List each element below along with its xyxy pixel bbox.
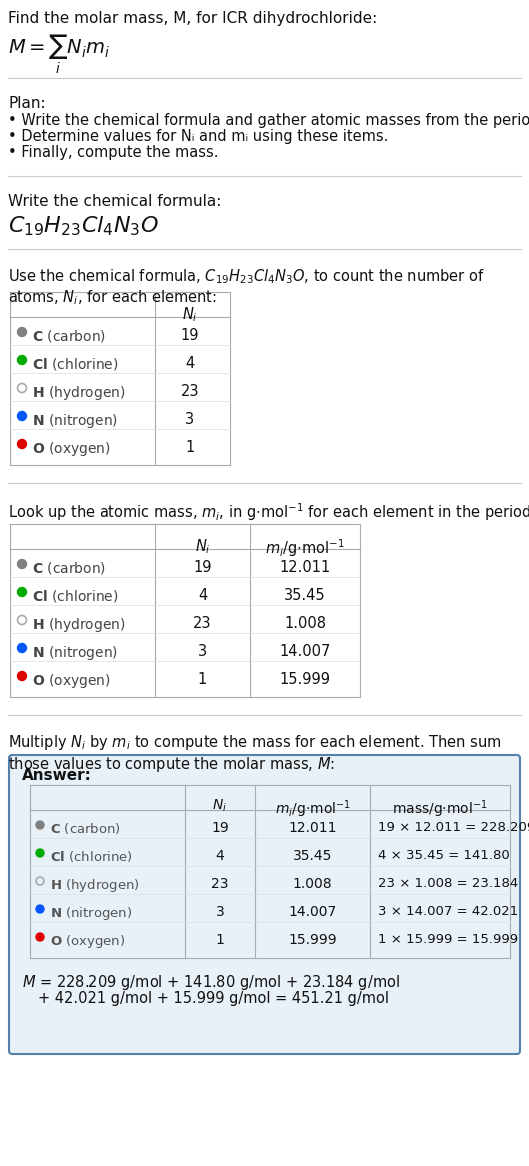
Text: $\bf{Cl}$ (chlorine): $\bf{Cl}$ (chlorine) <box>32 588 118 604</box>
Circle shape <box>17 412 26 421</box>
Circle shape <box>17 588 26 597</box>
Text: • Determine values for Nᵢ and mᵢ using these items.: • Determine values for Nᵢ and mᵢ using t… <box>8 129 388 143</box>
Text: Answer:: Answer: <box>22 768 92 784</box>
Text: $\bf{N}$ (nitrogen): $\bf{N}$ (nitrogen) <box>50 905 132 922</box>
Text: Look up the atomic mass, $m_i$, in g$\cdot$mol$^{-1}$ for each element in the pe: Look up the atomic mass, $m_i$, in g$\cd… <box>8 501 529 522</box>
Circle shape <box>17 672 26 681</box>
Text: 1 × 15.999 = 15.999: 1 × 15.999 = 15.999 <box>378 933 518 946</box>
Text: 23 × 1.008 = 23.184: 23 × 1.008 = 23.184 <box>378 877 518 890</box>
Text: 1: 1 <box>215 933 224 947</box>
Text: 4: 4 <box>185 356 195 371</box>
Text: 19: 19 <box>193 560 212 575</box>
Circle shape <box>17 560 26 569</box>
Text: $\bf{N}$ (nitrogen): $\bf{N}$ (nitrogen) <box>32 644 118 662</box>
Text: $\bf{N}$ (nitrogen): $\bf{N}$ (nitrogen) <box>32 412 118 430</box>
Text: 4: 4 <box>216 849 224 863</box>
Text: $\bf{C}$ (carbon): $\bf{C}$ (carbon) <box>32 328 106 344</box>
Text: $\bf{H}$ (hydrogen): $\bf{H}$ (hydrogen) <box>32 384 126 402</box>
FancyBboxPatch shape <box>9 756 520 1054</box>
Circle shape <box>36 905 44 913</box>
Text: $\bf{C}$ (carbon): $\bf{C}$ (carbon) <box>32 560 106 576</box>
Text: 15.999: 15.999 <box>279 672 331 687</box>
Circle shape <box>36 821 44 829</box>
Text: 3 × 14.007 = 42.021: 3 × 14.007 = 42.021 <box>378 905 518 918</box>
Text: Use the chemical formula, $C_{19}H_{23}Cl_4N_3O$, to count the number of atoms, : Use the chemical formula, $C_{19}H_{23}C… <box>8 267 485 307</box>
Text: + 42.021 g/mol + 15.999 g/mol = 451.21 g/mol: + 42.021 g/mol + 15.999 g/mol = 451.21 g… <box>38 991 389 1006</box>
Circle shape <box>17 356 26 365</box>
Text: $\bf{C}$ (carbon): $\bf{C}$ (carbon) <box>50 821 121 836</box>
Text: 23: 23 <box>193 616 212 631</box>
Text: $\bf{H}$ (hydrogen): $\bf{H}$ (hydrogen) <box>50 877 140 894</box>
Text: Write the chemical formula:: Write the chemical formula: <box>8 194 221 209</box>
Text: $M = \sum_i N_i m_i$: $M = \sum_i N_i m_i$ <box>8 33 110 76</box>
Text: 35.45: 35.45 <box>293 849 332 863</box>
Text: 15.999: 15.999 <box>288 933 337 947</box>
Text: 4: 4 <box>198 588 207 603</box>
Circle shape <box>36 849 44 857</box>
Text: $\bf{O}$ (oxygen): $\bf{O}$ (oxygen) <box>50 933 125 950</box>
Text: $\bf{O}$ (oxygen): $\bf{O}$ (oxygen) <box>32 440 111 458</box>
Text: 19: 19 <box>211 821 229 835</box>
Circle shape <box>17 440 26 449</box>
Text: 1: 1 <box>185 440 195 455</box>
Text: 19: 19 <box>181 328 199 343</box>
Text: 3: 3 <box>186 412 195 427</box>
Text: 23: 23 <box>181 384 199 399</box>
Text: $m_i$/g$\cdot$mol$^{-1}$: $m_i$/g$\cdot$mol$^{-1}$ <box>275 798 350 820</box>
Text: $\bf{H}$ (hydrogen): $\bf{H}$ (hydrogen) <box>32 616 126 634</box>
Text: $\bf{O}$ (oxygen): $\bf{O}$ (oxygen) <box>32 672 111 690</box>
Text: 12.011: 12.011 <box>279 560 331 575</box>
Text: $N_i$: $N_i$ <box>182 305 198 324</box>
Text: $C_{19}H_{23}Cl_4N_3O$: $C_{19}H_{23}Cl_4N_3O$ <box>8 215 159 238</box>
Text: 12.011: 12.011 <box>288 821 337 835</box>
Text: 1.008: 1.008 <box>284 616 326 631</box>
Text: 14.007: 14.007 <box>288 905 336 919</box>
Text: Find the molar mass, M, for ICR dihydrochloride:: Find the molar mass, M, for ICR dihydroc… <box>8 10 377 26</box>
Text: Multiply $N_i$ by $m_i$ to compute the mass for each element. Then sum those val: Multiply $N_i$ by $m_i$ to compute the m… <box>8 733 501 774</box>
Circle shape <box>36 933 44 941</box>
Text: Plan:: Plan: <box>8 96 45 111</box>
Text: 3: 3 <box>198 644 207 659</box>
Text: 1.008: 1.008 <box>293 877 332 891</box>
Text: mass/g$\cdot$mol$^{-1}$: mass/g$\cdot$mol$^{-1}$ <box>392 798 488 820</box>
Text: $\bf{Cl}$ (chlorine): $\bf{Cl}$ (chlorine) <box>32 356 118 372</box>
Text: $m_i$/g$\cdot$mol$^{-1}$: $m_i$/g$\cdot$mol$^{-1}$ <box>265 538 345 559</box>
Text: 23: 23 <box>211 877 229 891</box>
Text: 14.007: 14.007 <box>279 644 331 659</box>
Text: 3: 3 <box>216 905 224 919</box>
Text: • Write the chemical formula and gather atomic masses from the periodic table.: • Write the chemical formula and gather … <box>8 113 529 128</box>
Text: $N_i$: $N_i$ <box>213 798 227 814</box>
Text: $N_i$: $N_i$ <box>195 538 211 556</box>
Circle shape <box>17 644 26 653</box>
Text: 1: 1 <box>198 672 207 687</box>
Text: • Finally, compute the mass.: • Finally, compute the mass. <box>8 145 218 160</box>
Text: 19 × 12.011 = 228.209: 19 × 12.011 = 228.209 <box>378 821 529 834</box>
Circle shape <box>17 328 26 337</box>
Text: 35.45: 35.45 <box>284 588 326 603</box>
Text: $\bf{Cl}$ (chlorine): $\bf{Cl}$ (chlorine) <box>50 849 133 864</box>
Text: 4 × 35.45 = 141.80: 4 × 35.45 = 141.80 <box>378 849 510 862</box>
Text: $M$ = 228.209 g/mol + 141.80 g/mol + 23.184 g/mol: $M$ = 228.209 g/mol + 141.80 g/mol + 23.… <box>22 972 400 992</box>
